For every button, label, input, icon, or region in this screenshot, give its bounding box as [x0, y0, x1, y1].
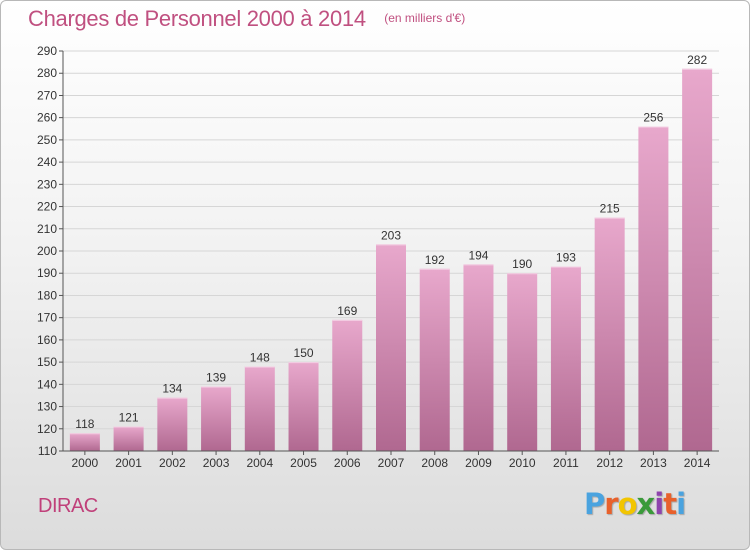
- brand-letter: t: [663, 487, 677, 521]
- brand-letter: i: [654, 487, 664, 521]
- brand-letter: x: [636, 487, 656, 521]
- bar-2007: [376, 244, 406, 451]
- x-tick-label: 2013: [640, 456, 667, 470]
- y-tick-label: 120: [37, 422, 57, 436]
- brand-letter: i: [676, 487, 686, 521]
- bar-value-label: 150: [294, 346, 314, 360]
- bar-2013: [638, 126, 669, 452]
- bar-2003: [201, 386, 232, 451]
- y-tick-label: 260: [37, 111, 57, 125]
- bar-2008: [419, 268, 450, 451]
- y-tick-label: 220: [37, 200, 57, 214]
- y-tick-label: 190: [37, 266, 57, 280]
- title-row: Charges de Personnel 2000 à 2014 (en mil…: [28, 6, 465, 32]
- brand-letter: P: [584, 487, 605, 521]
- bar-value-label: 134: [162, 382, 182, 396]
- y-tick-label: 150: [37, 355, 57, 369]
- x-tick-label: 2003: [203, 456, 230, 470]
- brand-letter: o: [617, 487, 638, 521]
- x-tick-label: 2001: [115, 456, 142, 470]
- x-axis-ticks: 2000 2001 2002 2003 2004 2005 2006 2007 2008 2009…: [72, 451, 711, 470]
- y-tick-label: 250: [37, 133, 57, 147]
- y-tick-label: 290: [37, 44, 57, 58]
- x-tick-label: 2011: [553, 456, 579, 470]
- y-tick-label: 140: [37, 377, 57, 391]
- x-tick-label: 2000: [72, 456, 99, 470]
- y-tick-label: 110: [38, 444, 57, 458]
- bar-value-label: 194: [468, 248, 488, 262]
- bars: [69, 68, 713, 452]
- y-tick-label: 230: [37, 177, 57, 191]
- bar-value-label: 256: [643, 111, 663, 125]
- brand-logo: Proxiti: [584, 487, 686, 521]
- bar-value-label: 169: [337, 304, 357, 318]
- y-tick-label: 170: [37, 311, 57, 325]
- y-tick-label: 280: [37, 66, 57, 80]
- bar-2006: [332, 319, 363, 451]
- y-tick-label: 200: [37, 244, 57, 258]
- y-tick-label: 240: [37, 155, 57, 169]
- brand-letter: r: [604, 487, 618, 521]
- bar-2000: [69, 433, 100, 451]
- bar-value-label: 118: [75, 417, 94, 431]
- bar-value-label: 190: [512, 257, 532, 271]
- bar-2009: [463, 264, 494, 451]
- bar-2002: [157, 397, 188, 451]
- x-tick-label: 2010: [509, 456, 536, 470]
- bar-2012: [594, 217, 625, 451]
- bar-value-label: 215: [600, 202, 620, 216]
- bar-2005: [288, 362, 319, 451]
- x-tick-label: 2004: [246, 456, 273, 470]
- bar-value-label: 203: [381, 228, 401, 242]
- bar-2010: [507, 273, 538, 451]
- y-tick-label: 210: [37, 222, 57, 236]
- y-tick-label: 270: [37, 88, 57, 102]
- y-tick-label: 160: [37, 333, 57, 347]
- y-tick-label: 180: [37, 288, 57, 302]
- y-tick-label: 130: [37, 400, 57, 414]
- x-tick-label: 2005: [290, 456, 317, 470]
- bar-2001: [113, 426, 144, 451]
- bar-value-label: 192: [425, 253, 445, 267]
- x-tick-label: 2012: [596, 456, 623, 470]
- bar-2014: [682, 68, 713, 452]
- y-axis-ticks: 110 120 130 140 150 160 170 180 190 200 210 220 230 2…: [37, 44, 63, 458]
- chart-title: Charges de Personnel 2000 à 2014: [28, 6, 366, 31]
- x-tick-label: 2007: [378, 456, 405, 470]
- x-tick-label: 2014: [684, 456, 711, 470]
- x-tick-label: 2009: [465, 456, 492, 470]
- bar-2004: [244, 366, 275, 451]
- bar-2011: [550, 266, 581, 451]
- bar-value-label: 193: [556, 251, 576, 265]
- commune-name: DIRAC: [38, 495, 98, 517]
- x-tick-label: 2008: [421, 456, 448, 470]
- bar-value-label: 139: [206, 371, 226, 385]
- x-tick-label: 2006: [334, 456, 361, 470]
- bar-value-labels: 118 121 134 139 148 150 169 203 192 194 190 193 215 2…: [75, 53, 707, 431]
- x-tick-label: 2002: [159, 456, 186, 470]
- bar-value-label: 282: [687, 53, 707, 67]
- chart-subtitle: (en milliers d'€): [384, 11, 466, 25]
- bar-value-label: 121: [119, 411, 139, 425]
- bar-value-label: 148: [250, 351, 270, 365]
